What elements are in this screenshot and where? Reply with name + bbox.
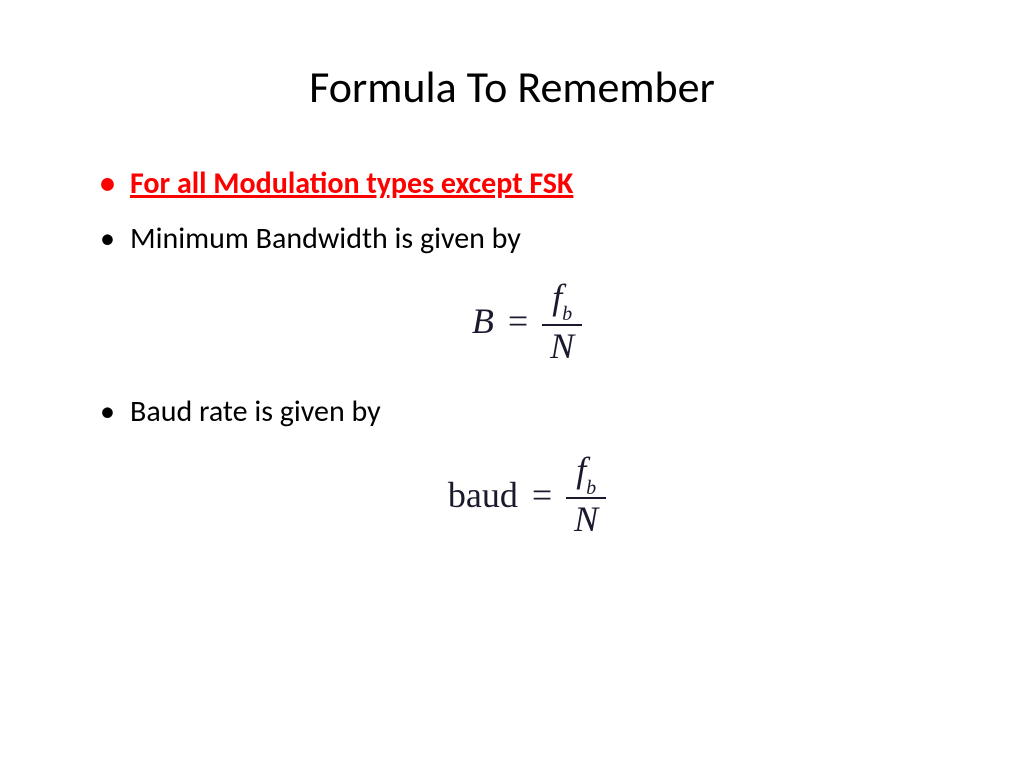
numerator: fb (544, 277, 580, 324)
fraction: fb N (566, 450, 606, 539)
denominator: N (542, 326, 582, 366)
numerator-main: f (552, 277, 562, 317)
slide: Formula To Remember For all Modulation t… (0, 0, 1024, 768)
formula-baud: baud = fb N (100, 450, 954, 539)
bullet-emphasis: For all Modulation types except FSK (100, 164, 954, 205)
bullet-bandwidth-intro: Minimum Bandwidth is given by (100, 219, 954, 260)
numerator-subscript: b (562, 303, 572, 325)
bullet-baud-intro: Baud rate is given by (100, 392, 954, 433)
numerator: fb (568, 450, 604, 497)
formula-lhs: B (472, 300, 494, 342)
equals-sign: = (508, 300, 528, 342)
bullet-list: For all Modulation types except FSK Mini… (70, 164, 954, 539)
numerator-main: f (576, 450, 586, 490)
formula-bandwidth: B = fb N (100, 277, 954, 366)
slide-title: Formula To Remember (70, 60, 954, 114)
equals-sign: = (532, 474, 552, 516)
denominator: N (566, 499, 606, 539)
formula-lhs: baud (448, 474, 518, 516)
fraction: fb N (542, 277, 582, 366)
numerator-subscript: b (586, 477, 596, 499)
